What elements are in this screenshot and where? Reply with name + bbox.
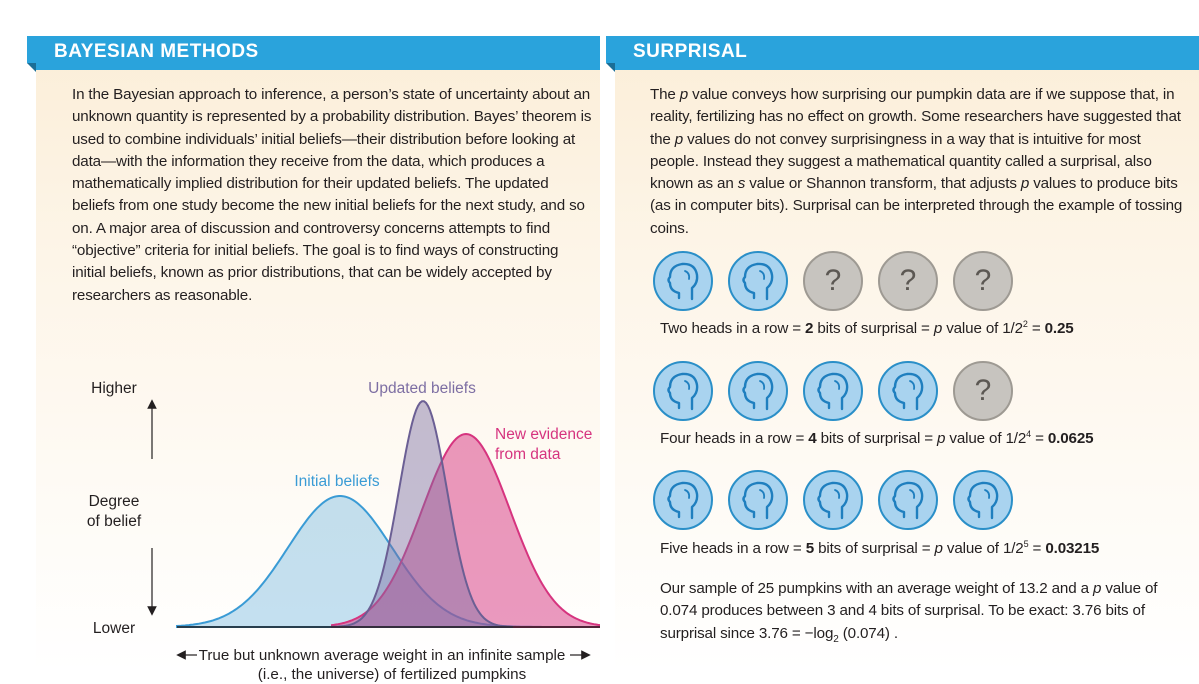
x-label-line1: True but unknown average weight in an in… xyxy=(199,647,566,664)
coin-heads xyxy=(878,470,938,530)
head-profile-icon xyxy=(742,481,774,520)
surprisal-paragraph: The p value conveys how surprising our p… xyxy=(650,86,1183,237)
coin-heads xyxy=(728,251,788,311)
coin-heads xyxy=(803,470,863,530)
coin-row-five-heads xyxy=(653,470,1013,530)
surprisal-title: SURPRISAL xyxy=(633,41,748,62)
question-mark-icon: ? xyxy=(899,264,917,297)
banner-fold xyxy=(606,63,615,72)
coin-unknown: ? xyxy=(803,251,863,311)
head-profile-icon xyxy=(892,481,924,520)
bayesian-paragraph: In the Bayesian approach to inference, a… xyxy=(72,86,592,304)
question-mark-icon: ? xyxy=(974,264,992,297)
caption-four-heads: Four heads in a row = 4 bits of surprisa… xyxy=(660,429,1094,448)
surprisal-panel: SURPRISAL The p value conveys how surpri… xyxy=(606,36,1199,672)
y-label-lower: Lower xyxy=(93,620,135,637)
head-profile-icon xyxy=(667,372,699,411)
coin-heads xyxy=(728,470,788,530)
coin-heads xyxy=(653,251,713,311)
head-profile-icon xyxy=(817,372,849,411)
coin-unknown: ? xyxy=(953,361,1013,421)
coin-row-four-heads: ? xyxy=(653,361,1013,421)
label-new-evidence-2: from data xyxy=(495,446,561,463)
belief-distribution-chart: Higher Degree of belief Lower True but u… xyxy=(87,380,600,664)
head-profile-icon xyxy=(742,262,774,301)
head-profile-icon xyxy=(817,481,849,520)
x-label-line2: (i.e., the universe) of fertilized pumpk… xyxy=(257,666,527,683)
label-new-evidence-1: New evidence xyxy=(495,426,592,443)
bayesian-banner: BAYESIAN METHODS xyxy=(27,36,600,70)
coin-heads xyxy=(878,361,938,421)
caption-five-heads: Five heads in a row = 5 bits of surprisa… xyxy=(660,539,1100,558)
coin-heads xyxy=(653,361,713,421)
coin-unknown: ? xyxy=(878,251,938,311)
question-mark-icon: ? xyxy=(824,264,842,297)
surprisal-banner: SURPRISAL xyxy=(606,36,1199,70)
coin-heads xyxy=(653,470,713,530)
coin-heads xyxy=(803,361,863,421)
updated-beliefs-curve xyxy=(331,400,513,628)
new-evidence-curve xyxy=(331,432,600,628)
caption-two-heads: Two heads in a row = 2 bits of surprisal… xyxy=(660,319,1074,338)
y-label-of-belief: of belief xyxy=(87,513,142,530)
bayesian-title: BAYESIAN METHODS xyxy=(54,41,259,62)
coin-row-two-heads: ? ? ? xyxy=(653,251,1013,311)
bayesian-methods-panel: BAYESIAN METHODS In the Bayesian approac… xyxy=(27,36,600,683)
head-profile-icon xyxy=(742,372,774,411)
banner-fold xyxy=(27,63,36,72)
surprisal-summary: Our sample of 25 pumpkins with an averag… xyxy=(660,580,1158,645)
coin-heads xyxy=(728,361,788,421)
head-profile-icon xyxy=(667,262,699,301)
coin-unknown: ? xyxy=(953,251,1013,311)
y-label-higher: Higher xyxy=(91,380,137,397)
label-updated-beliefs: Updated beliefs xyxy=(368,380,476,397)
question-mark-icon: ? xyxy=(974,374,992,407)
head-profile-icon xyxy=(667,481,699,520)
head-profile-icon xyxy=(892,372,924,411)
coin-heads xyxy=(953,470,1013,530)
y-label-degree: Degree xyxy=(89,493,140,510)
label-initial-beliefs: Initial beliefs xyxy=(294,473,380,490)
head-profile-icon xyxy=(967,481,999,520)
